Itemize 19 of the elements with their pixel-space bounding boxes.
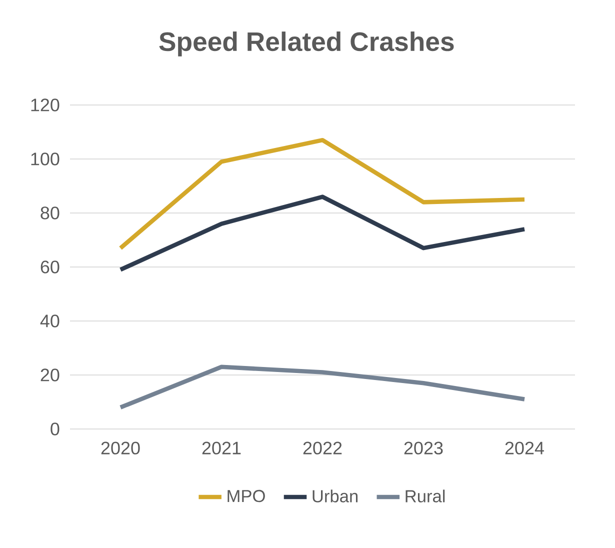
y-tick-label: 80: [40, 206, 60, 220]
legend-label: MPO: [228, 490, 265, 502]
y-tick-label: 20: [40, 368, 60, 382]
x-tick-label: 2023: [404, 442, 443, 454]
line-series: [118, 138, 527, 250]
x-tick-label: 2021: [202, 442, 241, 454]
y-tick-label: 0: [50, 422, 60, 436]
legend-label: Urban: [312, 490, 358, 502]
line-series: [118, 364, 527, 410]
y-tick-label: 40: [40, 314, 60, 328]
chart-title: Speed Related Crashes: [159, 32, 454, 56]
x-tick-label: 2024: [505, 442, 544, 454]
y-tick-label: 60: [40, 260, 60, 274]
y-tick-label: 100: [31, 152, 60, 166]
y-tick-label: 120: [31, 98, 60, 112]
legend-label: Rural: [406, 490, 445, 502]
x-tick-label: 2022: [303, 442, 342, 454]
line-series: [118, 194, 527, 272]
x-tick-label: 2020: [101, 442, 140, 454]
